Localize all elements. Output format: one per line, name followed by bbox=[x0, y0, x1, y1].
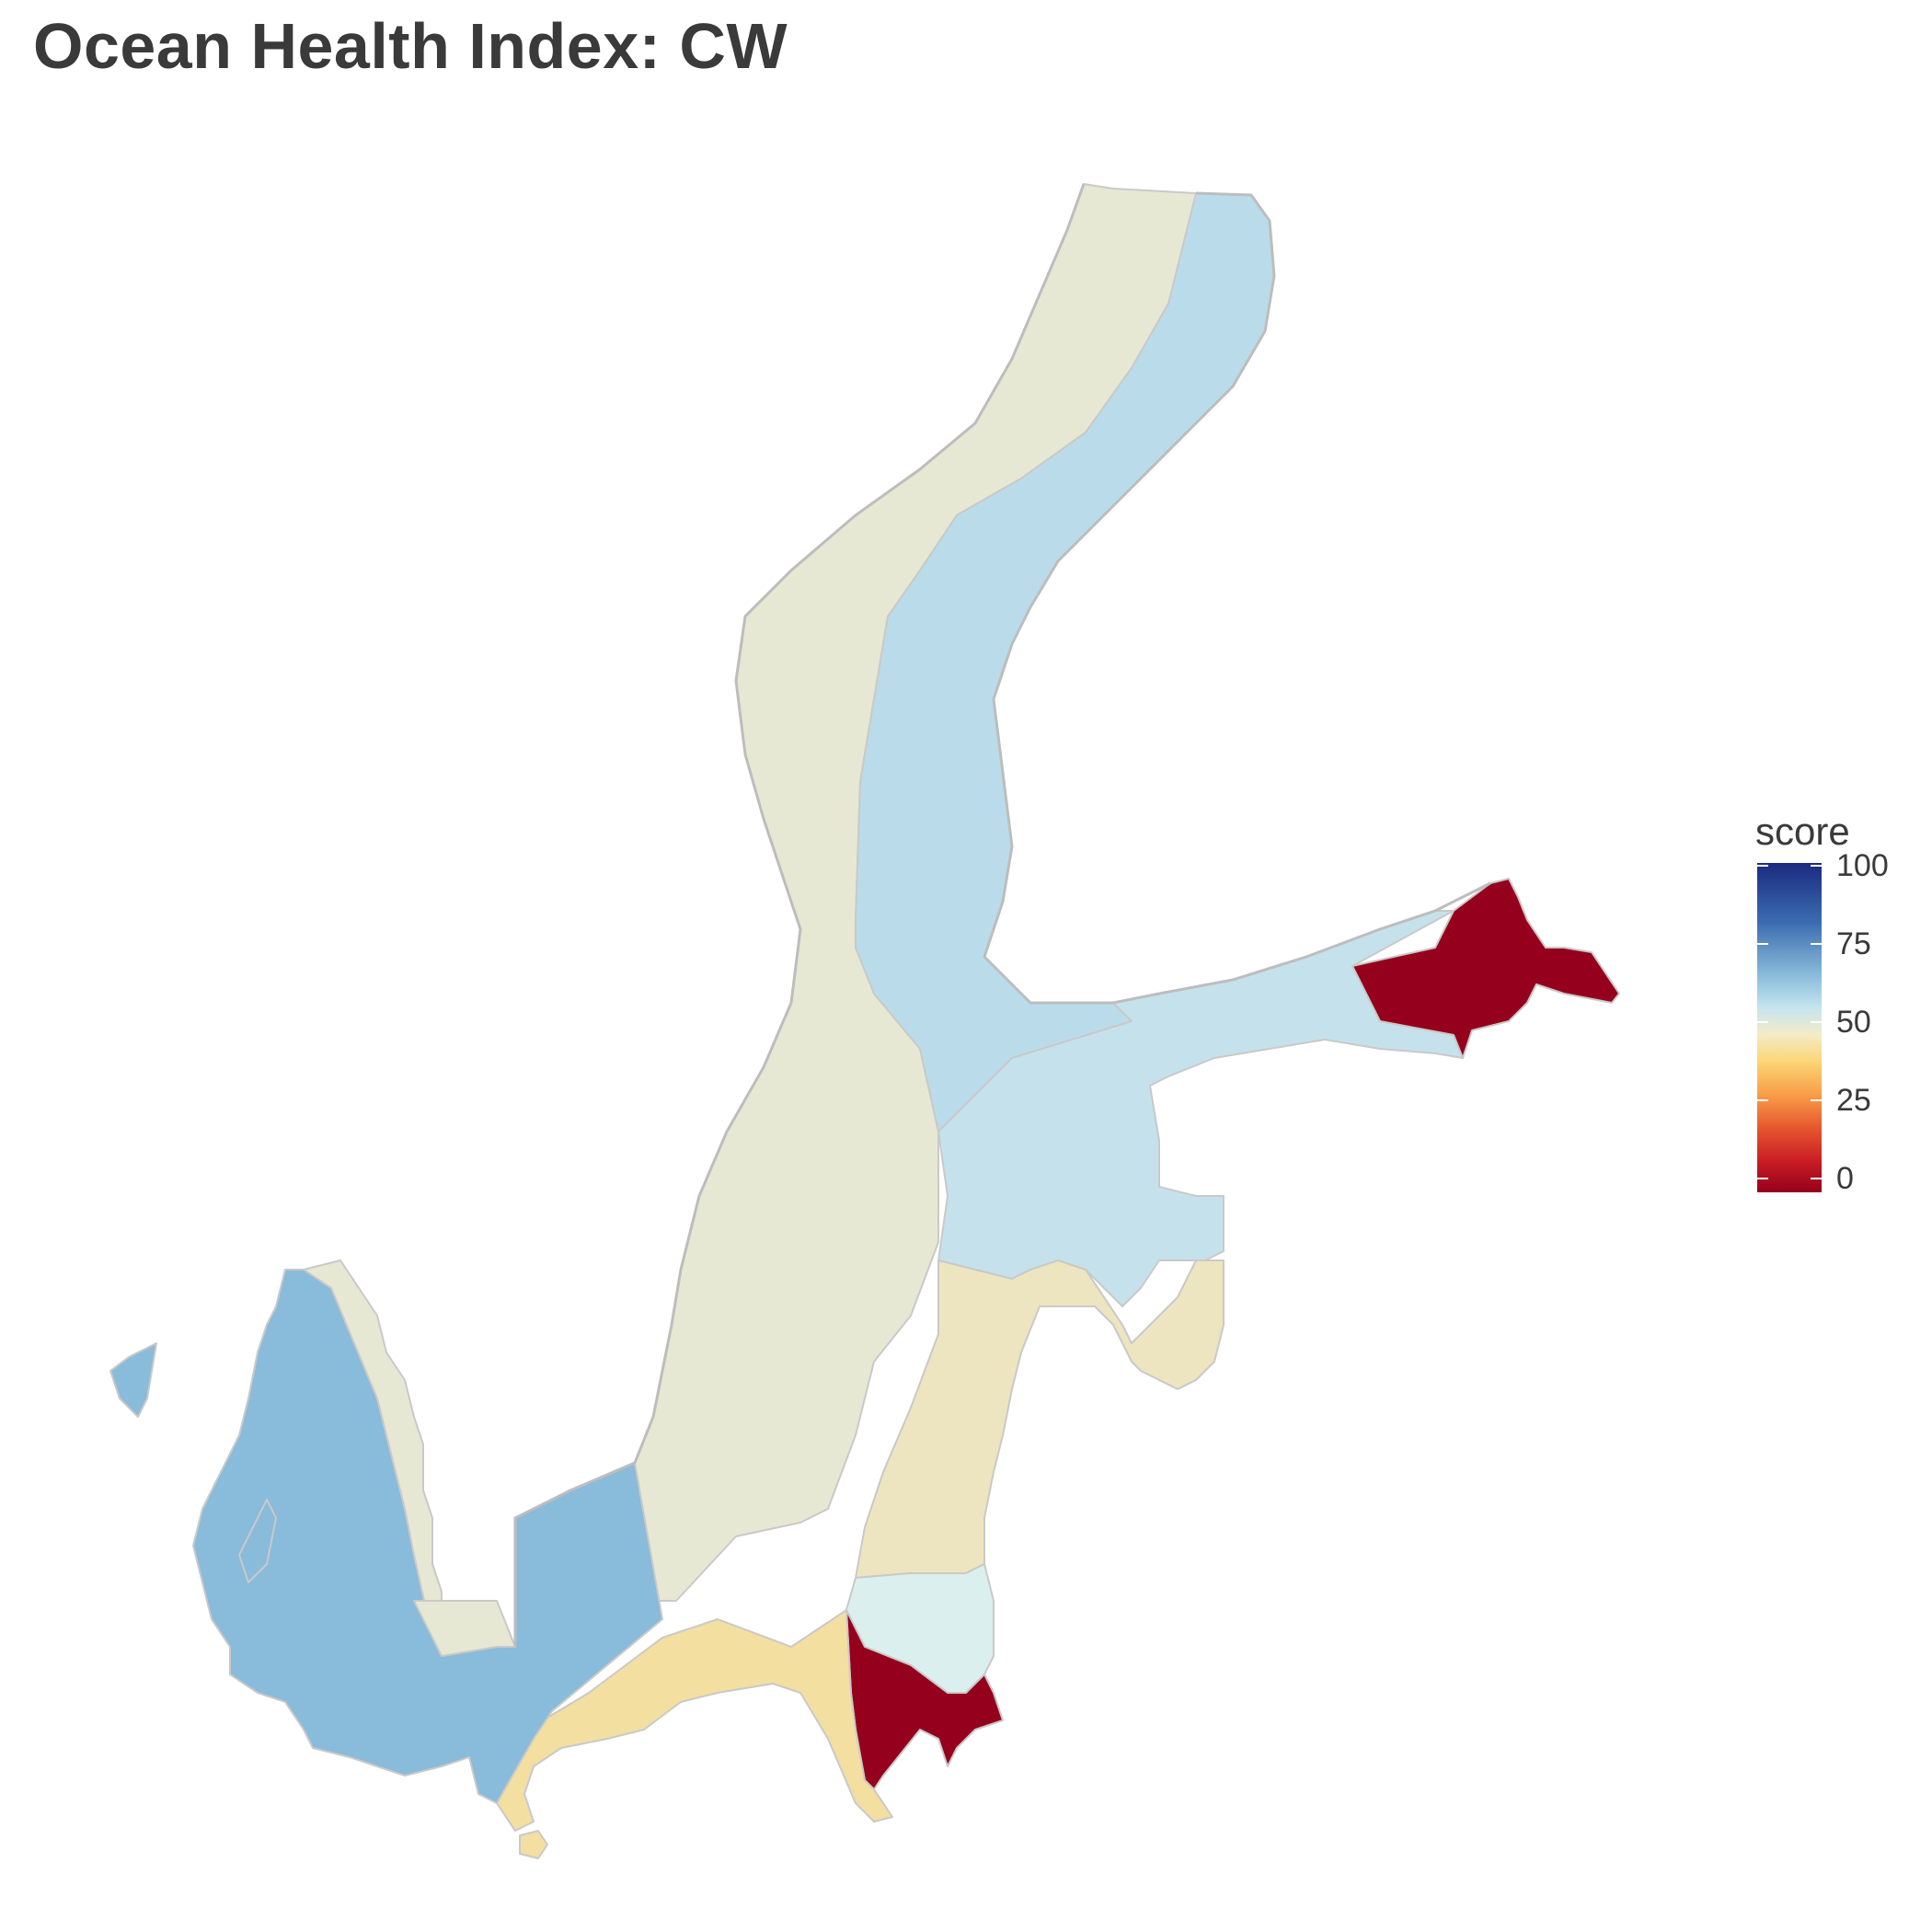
legend-tick-mark bbox=[1811, 1178, 1822, 1179]
map-title: Ocean Health Index: CW bbox=[33, 10, 788, 82]
legend-tick-label: 25 bbox=[1836, 1083, 1871, 1118]
finnish-coastline bbox=[983, 191, 1491, 1005]
legend-colorbar bbox=[1757, 863, 1822, 1192]
legend-tick-mark bbox=[1811, 1099, 1822, 1101]
region-denmark-west[interactable] bbox=[109, 1342, 277, 1583]
swedish-coastline bbox=[513, 183, 1086, 1647]
legend-tick-mark bbox=[1811, 865, 1822, 867]
legend-tick-mark bbox=[1757, 943, 1768, 945]
legend-tick-label: 100 bbox=[1836, 848, 1889, 883]
legend-tick-label: 50 bbox=[1836, 1005, 1871, 1040]
region-skagerrak[interactable] bbox=[413, 1600, 516, 1657]
legend-tick-mark bbox=[1811, 943, 1822, 945]
region-gulf-of-finland-east[interactable] bbox=[1351, 878, 1620, 1059]
legend-tick-label: 0 bbox=[1836, 1161, 1854, 1196]
legend-tick-label: 75 bbox=[1836, 926, 1871, 961]
region-small-island[interactable] bbox=[519, 1830, 548, 1859]
legend-tick-mark bbox=[1757, 1021, 1768, 1023]
legend-tick-mark bbox=[1757, 865, 1768, 867]
legend-tick-mark bbox=[1811, 1021, 1822, 1023]
legend-tick-mark bbox=[1757, 1178, 1768, 1179]
legend-title: score bbox=[1755, 810, 1850, 853]
legend-tick-mark bbox=[1757, 1099, 1768, 1101]
